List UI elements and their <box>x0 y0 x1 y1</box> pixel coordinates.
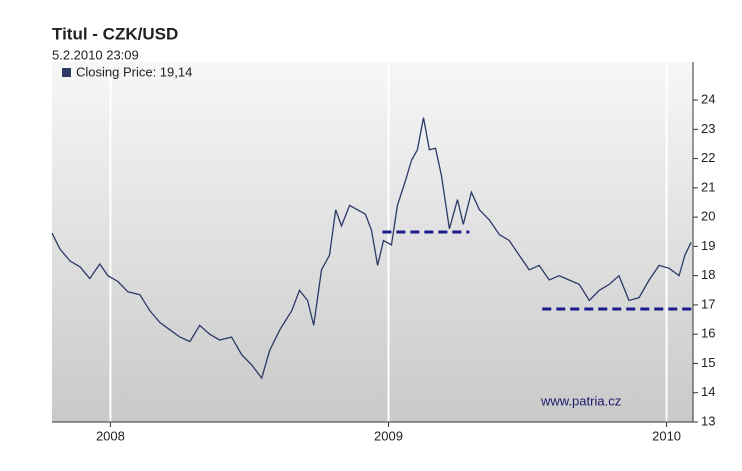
y-tick-label: 14 <box>701 384 715 399</box>
x-tick-label: 2009 <box>374 428 403 443</box>
y-tick-label: 19 <box>701 238 715 253</box>
y-tick-label: 17 <box>701 296 715 311</box>
x-tick-label: 2010 <box>652 428 681 443</box>
y-tick-label: 23 <box>701 121 715 136</box>
y-tick-label: 21 <box>701 179 715 194</box>
y-tick-label: 22 <box>701 150 715 165</box>
y-tick-label: 18 <box>701 267 715 282</box>
plot-area <box>52 62 693 422</box>
y-tick-label: 20 <box>701 209 715 224</box>
legend-label: Closing Price: 19,14 <box>76 64 192 79</box>
chart-title: Titul - CZK/USD <box>52 24 178 43</box>
y-tick-label: 13 <box>701 413 715 428</box>
legend-swatch <box>62 68 71 77</box>
y-tick-label: 16 <box>701 326 715 341</box>
price-line <box>51 117 692 380</box>
chart-subtitle: 5.2.2010 23:09 <box>52 47 139 62</box>
y-tick-label: 15 <box>701 355 715 370</box>
x-tick-label: 2008 <box>96 428 125 443</box>
watermark: www.patria.cz <box>540 393 621 408</box>
y-tick-label: 24 <box>701 91 715 106</box>
